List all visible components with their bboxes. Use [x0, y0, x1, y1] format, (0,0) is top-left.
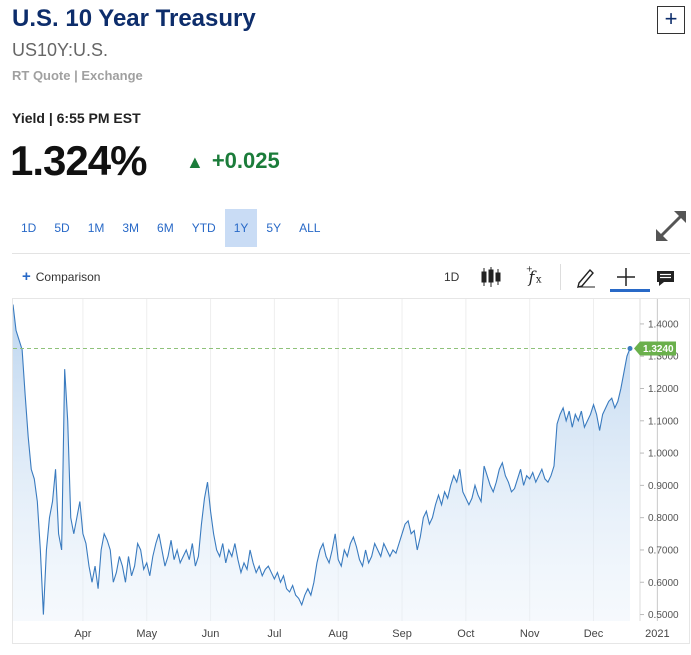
active-tool-indicator [610, 289, 650, 292]
series-area [13, 304, 630, 621]
range-5y[interactable]: 5Y [266, 221, 282, 235]
yield-value: 1.324% [10, 137, 147, 184]
last-value-label: 1.3240 [643, 344, 674, 355]
x-tick-label: Dec [584, 628, 604, 640]
expand-icon[interactable] [654, 209, 688, 243]
x-tick-label: Jul [267, 628, 281, 640]
last-value-badge [634, 341, 676, 356]
range-3m[interactable]: 3M [122, 221, 140, 235]
chart-container[interactable]: 1.4000 1.3000 1.2000 1.1000 1.0000 0.9000 0.80… [12, 298, 690, 644]
comparison-label: Comparison [35, 270, 101, 284]
range-1d[interactable]: 1D [21, 221, 37, 235]
y-tick-label: 0.7000 [648, 545, 679, 556]
function-icon[interactable]: + f x [524, 264, 546, 286]
x-tick-label: May [136, 628, 157, 640]
svg-text:x: x [536, 274, 542, 285]
y-tick-label: 0.5000 [648, 610, 679, 621]
range-ytd[interactable]: YTD [191, 221, 216, 235]
x-tick-label: Sep [392, 628, 412, 640]
x-tick-label: Oct [457, 628, 474, 640]
divider [12, 253, 690, 254]
interval-button[interactable]: 1D [444, 270, 460, 284]
svg-text:f: f [528, 268, 538, 286]
change-amount: +0.025 [211, 148, 280, 173]
range-1m[interactable]: 1M [87, 221, 105, 235]
y-tick-label: 0.8000 [648, 513, 679, 524]
crosshair-icon[interactable] [616, 266, 636, 288]
ticker-symbol: US10Y:U.S. [12, 40, 109, 60]
x-tick-label: Apr [74, 628, 91, 640]
x-tick-label: Nov [520, 628, 540, 640]
yield-chart[interactable]: 1.4000 1.3000 1.2000 1.1000 1.0000 0.9000 0.80… [13, 299, 691, 645]
comment-icon[interactable] [656, 268, 676, 290]
yield-timestamp: Yield | 6:55 PM EST [12, 110, 141, 126]
y-tick-label: 1.2000 [648, 384, 679, 395]
y-tick-label: 1.4000 [648, 319, 679, 330]
y-tick-label: 1.3000 [648, 352, 679, 363]
range-all[interactable]: ALL [299, 221, 321, 235]
range-1y[interactable]: 1Y [224, 209, 258, 247]
draw-icon[interactable] [576, 266, 596, 288]
change-value: ▲ +0.025 [186, 148, 280, 174]
x-tick-label: Aug [328, 628, 348, 640]
quote-type-label: RT Quote | Exchange [12, 68, 143, 83]
page-title: U.S. 10 Year Treasury [12, 5, 256, 32]
toolbar-divider [560, 264, 561, 290]
svg-text:+: + [526, 264, 533, 273]
range-6m[interactable]: 6M [157, 221, 174, 235]
x-tick-label: 2021 [645, 628, 669, 640]
y-tick-label: 1.0000 [648, 449, 679, 460]
comparison-button[interactable]: + Comparison [22, 268, 100, 285]
y-tick-label: 0.6000 [648, 578, 679, 589]
range-5d[interactable]: 5D [54, 221, 70, 235]
candlestick-icon[interactable] [480, 266, 502, 288]
up-arrow-icon: ▲ [186, 152, 204, 172]
series-line [13, 304, 631, 615]
y-tick-label: 1.1000 [648, 416, 679, 427]
y-tick-label: 0.9000 [648, 481, 679, 492]
range-selector: 1D 5D 1M 3M 6M YTD 1Y 5Y ALL [12, 209, 329, 247]
plus-icon: + [22, 268, 31, 285]
x-tick-label: Jun [202, 628, 220, 640]
last-point [627, 345, 633, 351]
add-to-watchlist-button[interactable]: + [657, 6, 685, 34]
